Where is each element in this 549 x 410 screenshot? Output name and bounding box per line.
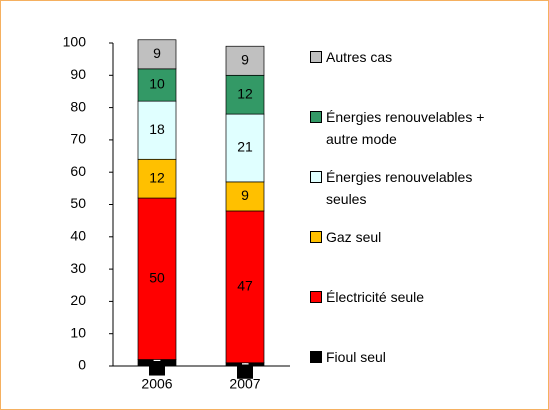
legend-label: Énergies renouvelables + autre mode <box>326 109 485 147</box>
y-tick-label: 20 <box>70 292 86 308</box>
data-label: 50 <box>149 269 165 285</box>
legend-label: Énergies renouvelables seules <box>326 169 473 207</box>
legend-label: Autres cas <box>326 49 393 65</box>
bar-segment <box>225 74 265 115</box>
y-tick-label: 40 <box>70 228 86 244</box>
y-tick-label: 50 <box>70 195 86 211</box>
x-tick-label: 2007 <box>229 376 260 392</box>
data-label: 21 <box>237 139 253 155</box>
data-label: 12 <box>149 169 165 185</box>
legend-label: Fioul seul <box>326 349 386 365</box>
data-label: 9 <box>241 187 249 203</box>
y-tick-label: 70 <box>70 131 86 147</box>
y-tick-label: 30 <box>70 260 86 276</box>
y-tick-label: 10 <box>70 324 86 340</box>
legend-label: Électricité seule <box>326 289 425 305</box>
legend-swatch <box>310 51 322 63</box>
legend-swatch <box>310 231 322 243</box>
data-label: 10 <box>149 76 165 92</box>
y-tick-label: 60 <box>70 163 86 179</box>
legend-label: Gaz seul <box>326 229 382 245</box>
bar-segment <box>137 158 177 199</box>
bar-segment <box>137 39 177 70</box>
x-tick-label: 2006 <box>141 376 172 392</box>
data-label: 47 <box>237 278 253 294</box>
legend-swatch <box>310 171 322 183</box>
y-tick-label: 0 <box>78 357 86 373</box>
data-label: 12 <box>237 85 253 101</box>
bar-segment <box>225 45 265 76</box>
bar-segment <box>225 210 265 364</box>
bar-segment <box>225 113 265 183</box>
bar-segment <box>137 100 177 160</box>
bar-segment <box>137 197 177 360</box>
data-label: 18 <box>149 121 165 137</box>
legend-swatch <box>310 111 322 123</box>
y-tick-label: 100 <box>63 34 87 50</box>
data-label: 9 <box>153 45 161 61</box>
bar-segment <box>137 68 177 102</box>
data-label: 9 <box>241 51 249 67</box>
y-tick-label: 90 <box>70 66 86 82</box>
y-tick-label: 80 <box>70 98 86 114</box>
legend-swatch <box>310 291 322 303</box>
legend-swatch <box>310 351 322 363</box>
